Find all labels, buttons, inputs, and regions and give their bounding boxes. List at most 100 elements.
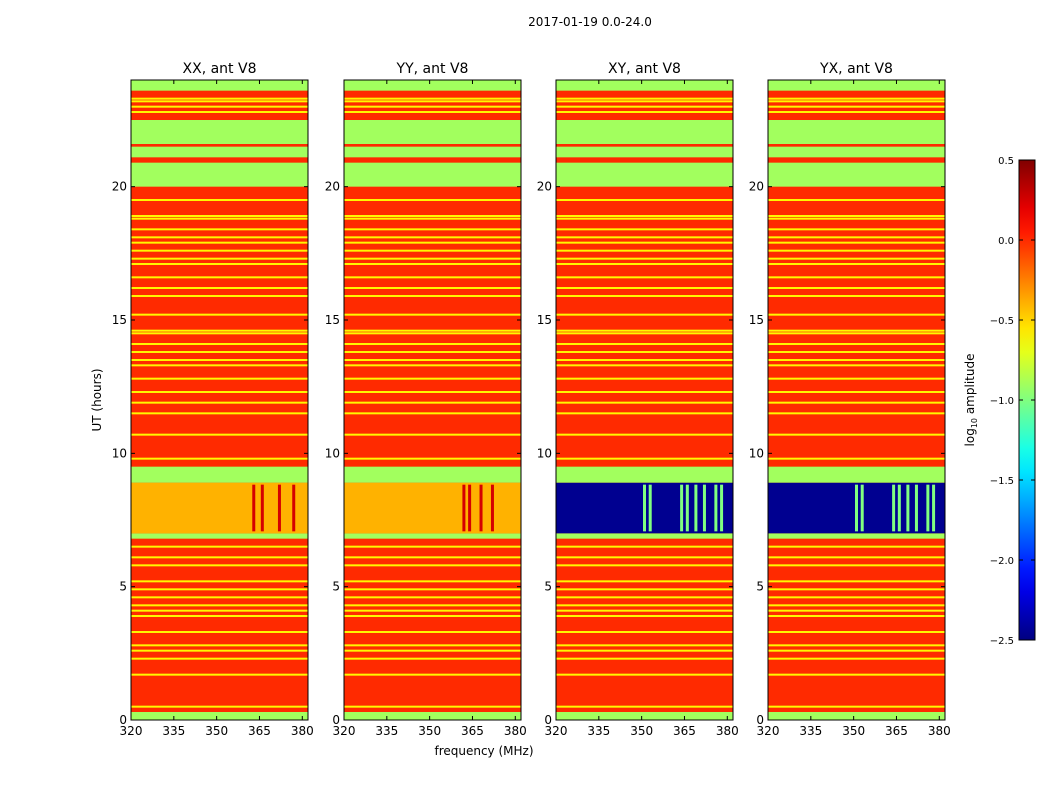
x-tick-label: 335 bbox=[162, 724, 185, 738]
heatmap-line bbox=[344, 588, 521, 591]
heatmap-line bbox=[344, 276, 521, 279]
heatmap-line bbox=[556, 657, 733, 660]
heatmap-line bbox=[556, 359, 733, 361]
heatmap-line bbox=[131, 364, 308, 367]
heatmap-line bbox=[556, 580, 733, 583]
x-tick-label: 380 bbox=[928, 724, 951, 738]
panel-title: YX, ant V8 bbox=[819, 61, 893, 77]
heatmap-line bbox=[768, 215, 945, 217]
heatmap-hot-channel bbox=[694, 484, 698, 532]
y-tick-label: 20 bbox=[749, 180, 764, 194]
x-tick-label: 335 bbox=[799, 724, 822, 738]
heatmap-line bbox=[344, 673, 521, 676]
heatmap-band bbox=[768, 80, 945, 91]
heatmap-line bbox=[768, 705, 945, 708]
heatmap-band bbox=[768, 120, 945, 144]
heatmap-line bbox=[344, 412, 521, 415]
heatmap-line bbox=[344, 364, 521, 367]
heatmap-band bbox=[344, 120, 521, 144]
heatmap-panel-yx: YX, ant V8 320 335 350 365 380 0 5 10 15 20 bbox=[749, 61, 951, 738]
heatmap-line bbox=[556, 236, 733, 239]
x-tick-label: 350 bbox=[205, 724, 228, 738]
heatmap-line bbox=[131, 359, 308, 361]
heatmap-line bbox=[344, 97, 521, 100]
y-tick-label: 10 bbox=[112, 446, 127, 460]
heatmap-line bbox=[131, 228, 308, 231]
heatmap-line bbox=[131, 412, 308, 415]
heatmap-band bbox=[131, 712, 308, 720]
heatmap-line bbox=[131, 588, 308, 591]
heatmap-line bbox=[344, 657, 521, 660]
heatmap-line bbox=[556, 377, 733, 380]
heatmap-band bbox=[344, 146, 521, 158]
heatmap-line bbox=[131, 657, 308, 660]
heatmap-line bbox=[344, 649, 521, 652]
panel-title: XX, ant V8 bbox=[183, 61, 257, 77]
x-tick-label: 335 bbox=[375, 724, 398, 738]
panel-title: XY, ant V8 bbox=[608, 61, 681, 77]
heatmap-line bbox=[768, 377, 945, 380]
heatmap-line bbox=[344, 332, 521, 335]
heatmap-hot-channel bbox=[277, 484, 281, 532]
heatmap-line bbox=[344, 631, 521, 633]
heatmap-line bbox=[131, 217, 308, 220]
x-tick-label: 320 bbox=[757, 724, 780, 738]
heatmap-line bbox=[131, 215, 308, 217]
heatmap-line bbox=[768, 287, 945, 289]
heatmap-line bbox=[344, 217, 521, 220]
y-tick-label: 20 bbox=[112, 180, 127, 194]
x-tick-label: 380 bbox=[504, 724, 527, 738]
heatmap-band bbox=[556, 162, 733, 187]
heatmap-line bbox=[344, 596, 521, 599]
heatmap-line bbox=[344, 249, 521, 252]
heatmap-panel-yy: YY, ant V8 320 335 350 365 380 0 5 10 15 20 bbox=[325, 61, 527, 738]
heatmap-line bbox=[768, 359, 945, 361]
colorbar-label-base: log bbox=[963, 428, 977, 446]
heatmap-hot-channel bbox=[714, 484, 718, 532]
x-tick-label: 335 bbox=[587, 724, 610, 738]
heatmap-line bbox=[556, 705, 733, 708]
heatmap-line bbox=[131, 276, 308, 279]
heatmap-line bbox=[344, 105, 521, 108]
heatmap-line bbox=[344, 644, 521, 647]
heatmap-band bbox=[344, 482, 521, 534]
heatmap-band bbox=[768, 146, 945, 158]
axes-frame bbox=[130, 79, 309, 721]
heatmap-line bbox=[344, 580, 521, 583]
heatmap-band bbox=[131, 533, 308, 539]
heatmap-line bbox=[768, 343, 945, 345]
y-tick-label: 10 bbox=[749, 446, 764, 460]
heatmap-line bbox=[344, 705, 521, 708]
heatmap-line bbox=[344, 228, 521, 231]
heatmap-line bbox=[131, 199, 308, 201]
heatmap-band bbox=[556, 146, 733, 158]
heatmap-line bbox=[768, 364, 945, 367]
colorbar-tick-label: −2.5 bbox=[990, 636, 1014, 647]
y-tick-label: 10 bbox=[537, 446, 552, 460]
heatmap-line bbox=[131, 391, 308, 393]
heatmap-line bbox=[556, 649, 733, 652]
heatmap-line bbox=[556, 343, 733, 345]
heatmap-band bbox=[131, 146, 308, 158]
heatmap-hot-channel bbox=[914, 484, 918, 532]
heatmap-line bbox=[768, 295, 945, 297]
heatmap-line bbox=[556, 673, 733, 676]
heatmap-band bbox=[768, 466, 945, 483]
y-tick-label: 15 bbox=[749, 313, 764, 327]
y-axis-label: UT (hours) bbox=[90, 368, 104, 431]
axes-frame bbox=[343, 79, 522, 721]
heatmap-line bbox=[556, 199, 733, 201]
colorbar-label-rest: amplitude bbox=[963, 354, 977, 418]
axes-frame bbox=[555, 79, 734, 721]
heatmap-line bbox=[131, 257, 308, 260]
heatmap-line bbox=[131, 564, 308, 567]
heatmap-line bbox=[556, 217, 733, 220]
heatmap-line bbox=[556, 609, 733, 612]
heatmap-line bbox=[768, 604, 945, 607]
heatmap-line bbox=[131, 287, 308, 289]
heatmap-band bbox=[556, 533, 733, 539]
colorbar-tick-label: −1.0 bbox=[990, 396, 1014, 407]
heatmap-band bbox=[344, 162, 521, 187]
heatmap-line bbox=[556, 412, 733, 415]
